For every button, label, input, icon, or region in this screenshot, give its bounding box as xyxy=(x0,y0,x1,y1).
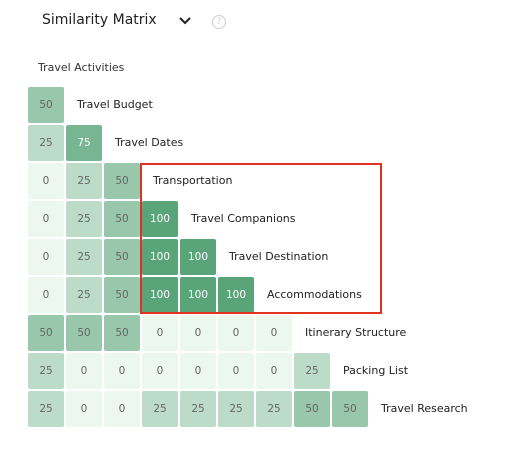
matrix-cell: 0 xyxy=(28,239,64,275)
matrix-cell: 50 xyxy=(104,239,140,275)
row-label: Travel Dates xyxy=(115,136,184,149)
matrix-cell: 0 xyxy=(66,391,102,427)
matrix-cell: 50 xyxy=(66,315,102,351)
matrix-cell: 100 xyxy=(180,239,216,275)
row-label: Packing List xyxy=(343,364,409,377)
row-label: Travel Destination xyxy=(229,250,329,263)
matrix-cell: 25 xyxy=(218,391,254,427)
matrix-cell: 50 xyxy=(28,315,64,351)
matrix-cell: 50 xyxy=(294,391,330,427)
matrix-cell: 25 xyxy=(256,391,292,427)
matrix-cell: 25 xyxy=(28,391,64,427)
matrix-cell: 0 xyxy=(28,163,64,199)
matrix-cell: 75 xyxy=(66,125,102,161)
matrix-cell: 25 xyxy=(66,163,102,199)
matrix-cell: 0 xyxy=(28,277,64,313)
matrix-cell: 50 xyxy=(28,87,64,123)
matrix-cell: 100 xyxy=(142,201,178,237)
matrix-cell: 25 xyxy=(142,391,178,427)
matrix-cell: 0 xyxy=(104,353,140,389)
highlight-box xyxy=(140,163,382,314)
matrix-cell: 50 xyxy=(104,163,140,199)
matrix-cell: 0 xyxy=(180,353,216,389)
matrix-cell: 25 xyxy=(294,353,330,389)
matrix-cell: 0 xyxy=(218,353,254,389)
row-label: Travel Companions xyxy=(191,212,296,225)
matrix-cell: 0 xyxy=(66,353,102,389)
matrix-cell: 50 xyxy=(332,391,368,427)
matrix-cell: 25 xyxy=(66,239,102,275)
matrix-cell: 100 xyxy=(180,277,216,313)
matrix-cell: 100 xyxy=(218,277,254,313)
matrix-cell: 0 xyxy=(142,353,178,389)
matrix-cell: 25 xyxy=(66,201,102,237)
row-label: Travel Research xyxy=(381,402,468,415)
matrix-cell: 0 xyxy=(256,315,292,351)
matrix-cell: 0 xyxy=(256,353,292,389)
row-label: Transportation xyxy=(153,174,233,187)
matrix-cell: 25 xyxy=(180,391,216,427)
matrix-cell: 0 xyxy=(28,201,64,237)
matrix-cell: 0 xyxy=(218,315,254,351)
help-icon[interactable]: ? xyxy=(212,15,226,29)
matrix-cell: 0 xyxy=(142,315,178,351)
section-label: Travel Activities xyxy=(38,61,125,74)
dropdown-chevron[interactable] xyxy=(178,15,192,27)
dropdown-title[interactable]: Similarity Matrix xyxy=(42,12,157,28)
row-label: Accommodations xyxy=(267,288,362,301)
matrix-cell: 0 xyxy=(104,391,140,427)
matrix-cell: 50 xyxy=(104,277,140,313)
matrix-cell: 25 xyxy=(66,277,102,313)
matrix-cell: 100 xyxy=(142,277,178,313)
matrix-cell: 50 xyxy=(104,201,140,237)
matrix-cell: 0 xyxy=(180,315,216,351)
row-label: Itinerary Structure xyxy=(305,326,407,339)
matrix-cell: 25 xyxy=(28,125,64,161)
matrix-cell: 25 xyxy=(28,353,64,389)
matrix-cell: 100 xyxy=(142,239,178,275)
row-label: Travel Budget xyxy=(77,98,153,111)
matrix-cell: 50 xyxy=(104,315,140,351)
